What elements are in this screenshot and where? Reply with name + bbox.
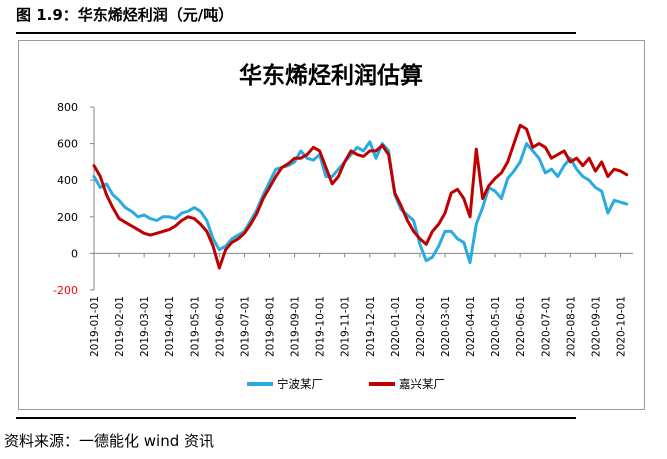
chart-frame: 华东烯烃利润估算 -200 0 200 400 600 800 2019-01-01 2019… <box>18 40 645 410</box>
x-tick-label: 2020-06-01 <box>515 296 527 357</box>
caption-divider <box>16 32 576 34</box>
source-note: 资料来源：一德能化 wind 资讯 <box>4 432 215 450</box>
x-tick-label: 2019-02-01 <box>114 296 126 357</box>
legend: 宁波某厂 嘉兴某厂 <box>247 377 445 391</box>
source-divider <box>16 417 576 419</box>
x-tick-label: 2020-09-01 <box>590 296 602 357</box>
x-tick-label: 2020-02-01 <box>415 296 427 357</box>
y-tick-label: 200 <box>57 211 78 224</box>
x-tick-label: 2019-09-01 <box>290 296 302 357</box>
x-tick-label: 2019-07-01 <box>239 296 251 357</box>
chart-title: 华东烯烃利润估算 <box>239 62 423 89</box>
y-tick-label: 800 <box>57 101 78 114</box>
x-tick-label: 2019-12-01 <box>365 296 377 357</box>
x-tick-label: 2020-03-01 <box>440 296 452 357</box>
y-tick-label: 400 <box>57 174 78 187</box>
x-tick-label: 2020-10-01 <box>615 296 627 357</box>
series-line-1 <box>92 140 629 265</box>
x-tick-label: 2019-01-01 <box>89 296 101 357</box>
series-line-2 <box>92 123 629 270</box>
x-tick-label: 2019-06-01 <box>214 296 226 357</box>
x-tick-label: 2020-04-01 <box>465 296 477 357</box>
x-tick-label: 2019-10-01 <box>315 296 327 357</box>
legend-label-2: 嘉兴某厂 <box>399 377 445 391</box>
figure-caption: 图 1.9：华东烯烃利润（元/吨） <box>16 6 234 24</box>
y-tick-label: 0 <box>71 247 78 260</box>
x-tick-label: 2019-03-01 <box>139 296 151 357</box>
legend-label-1: 宁波某厂 <box>277 377 323 391</box>
y-tick-label: 600 <box>57 138 78 151</box>
line-chart: 华东烯烃利润估算 -200 0 200 400 600 800 2019-01-01 2019… <box>53 62 633 391</box>
y-tick-label: -200 <box>53 284 78 297</box>
x-tick-label: 2019-08-01 <box>264 296 276 357</box>
x-tick-label: 2020-05-01 <box>490 296 502 357</box>
x-tick-label: 2020-08-01 <box>565 296 577 357</box>
x-tick-label: 2019-04-01 <box>164 296 176 357</box>
x-tick-label: 2020-07-01 <box>540 296 552 357</box>
plot-area: -200 0 200 400 600 800 2019-01-01 2019-02-01 201… <box>53 101 633 357</box>
x-tick-label: 2020-01-01 <box>390 296 402 357</box>
x-tick-label: 2019-11-01 <box>340 296 352 357</box>
x-tick-label: 2019-05-01 <box>189 296 201 357</box>
